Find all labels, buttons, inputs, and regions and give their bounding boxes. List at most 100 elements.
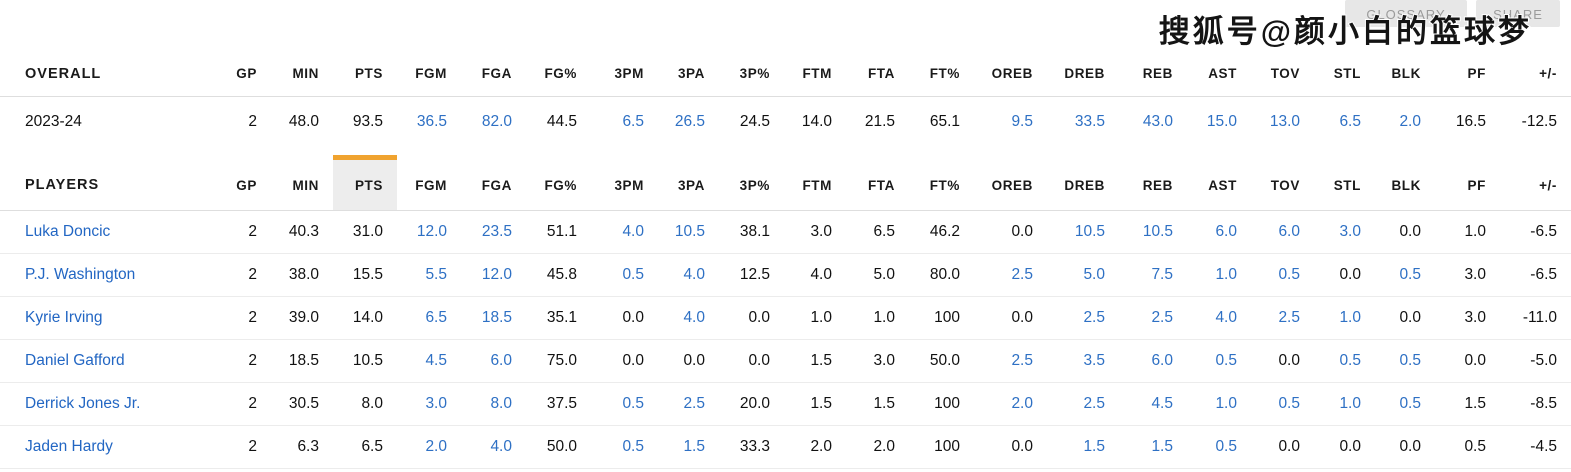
column-header-oreb[interactable]: OREB (974, 51, 1047, 97)
column-header-3pm[interactable]: 3PM (591, 155, 658, 211)
column-header-3pa[interactable]: 3PA (658, 155, 719, 211)
table-row: Jaden Hardy 2 6.3 6.5 2.0 4.0 50.0 0.5 1.5 33.3 2.… (0, 426, 1571, 469)
stat-cell-oreb: 0.0 (974, 426, 1047, 469)
stat-cell-tov: 13.0 (1269, 113, 1300, 130)
column-header-[interactable]: +/- (1500, 155, 1571, 211)
player-link[interactable]: P.J. Washington (25, 266, 136, 283)
player-link[interactable]: Derrick Jones Jr. (25, 395, 141, 412)
stat-cell-oreb: 2.5 (974, 254, 1047, 297)
column-header-fga[interactable]: FGA (461, 51, 526, 97)
column-header-[interactable]: +/- (1500, 51, 1571, 97)
column-header-gp[interactable]: GP (221, 155, 271, 211)
stat-cell-fg: 35.1 (526, 297, 591, 340)
player-link[interactable]: Daniel Gafford (25, 352, 125, 369)
column-header-fg[interactable]: FG% (526, 51, 591, 97)
stat-cell-fta: 2.0 (846, 426, 909, 469)
stat-cell-3pm: 0.5 (591, 383, 658, 426)
stat-cell-fgm: 12.0 (397, 211, 461, 254)
stat-cell-fgm: 6.5 (397, 297, 461, 340)
column-header-pts[interactable]: PTS (333, 155, 397, 211)
stat-cell-dreb: 1.5 (1047, 426, 1119, 469)
column-header-3p[interactable]: 3P% (719, 51, 784, 97)
column-header-ft[interactable]: FT% (909, 51, 974, 97)
column-header-pf[interactable]: PF (1435, 155, 1500, 211)
stat-cell-dreb: 2.5 (1047, 297, 1119, 340)
column-header-stl[interactable]: STL (1314, 51, 1375, 97)
stat-cell-ft: 100 (909, 383, 974, 426)
column-header-tov[interactable]: TOV (1251, 51, 1314, 97)
column-header-ast[interactable]: AST (1187, 51, 1251, 97)
column-header-ftm[interactable]: FTM (784, 155, 846, 211)
column-header-min[interactable]: MIN (271, 51, 333, 97)
table-row: Derrick Jones Jr. 2 30.5 8.0 3.0 8.0 37.5 0.5 2.… (0, 383, 1571, 426)
column-header-fta[interactable]: FTA (846, 51, 909, 97)
stat-cell-3p: 0.0 (719, 340, 784, 383)
stat-cell-reb: 10.5 (1119, 211, 1187, 254)
column-header-ft[interactable]: FT% (909, 155, 974, 211)
column-header-oreb[interactable]: OREB (974, 155, 1047, 211)
stat-cell-3pm: 0.5 (591, 254, 658, 297)
column-header-fga[interactable]: FGA (461, 155, 526, 211)
stat-cell-3pa: 10.5 (658, 211, 719, 254)
stat-cell-pf: 16.5 (1455, 113, 1486, 130)
player-name-cell: Kyrie Irving (0, 297, 221, 340)
column-header-pts[interactable]: PTS (333, 51, 397, 97)
stat-cell-ft: 46.2 (909, 211, 974, 254)
column-header-gp[interactable]: GP (221, 51, 271, 97)
column-header-blk[interactable]: BLK (1375, 51, 1435, 97)
player-link[interactable]: Kyrie Irving (25, 309, 103, 326)
player-link[interactable]: Jaden Hardy (25, 438, 113, 455)
season-label: 2023-24 (25, 113, 82, 130)
stat-cell-3p: 24.5 (739, 113, 770, 130)
column-header-min[interactable]: MIN (271, 155, 333, 211)
stat-cell-dreb: 33.5 (1074, 113, 1105, 130)
stat-cell-pf: 0.5 (1435, 426, 1500, 469)
column-header-blk[interactable]: BLK (1375, 155, 1435, 211)
stat-cell-: -12.5 (1521, 113, 1557, 130)
column-header-fg[interactable]: FG% (526, 155, 591, 211)
stat-cell-gp: 2 (248, 113, 257, 130)
stat-cell-pts: 15.5 (333, 254, 397, 297)
column-header-3p[interactable]: 3P% (719, 155, 784, 211)
column-header-fgm[interactable]: FGM (397, 155, 461, 211)
column-header-dreb[interactable]: DREB (1047, 155, 1119, 211)
stat-cell-fg: 37.5 (526, 383, 591, 426)
stat-cell-pf: 3.0 (1435, 297, 1500, 340)
glossary-button[interactable]: GLOSSARY (1345, 0, 1467, 27)
stat-cell-min: 48.0 (288, 113, 319, 130)
section-label-players: PLAYERS (0, 155, 221, 211)
column-header-stl[interactable]: STL (1314, 155, 1375, 211)
stat-cell-ft: 100 (909, 297, 974, 340)
column-header-dreb[interactable]: DREB (1047, 51, 1119, 97)
player-link[interactable]: Luka Doncic (25, 223, 111, 240)
stat-cell-tov: 2.5 (1251, 297, 1314, 340)
stat-cell-stl: 0.0 (1314, 254, 1375, 297)
column-header-3pa[interactable]: 3PA (658, 51, 719, 97)
stat-cell-3p: 20.0 (719, 383, 784, 426)
column-header-fta[interactable]: FTA (846, 155, 909, 211)
column-header-tov[interactable]: TOV (1251, 155, 1314, 211)
stat-cell-fga: 6.0 (461, 340, 526, 383)
stat-cell-pf: 1.0 (1435, 211, 1500, 254)
stat-cell-blk: 0.0 (1375, 297, 1435, 340)
stat-cell-tov: 0.5 (1251, 383, 1314, 426)
header-actions: GLOSSARY SHARE (1345, 0, 1560, 27)
stat-cell-3pm: 0.5 (591, 426, 658, 469)
stat-cell-pts: 6.5 (333, 426, 397, 469)
stat-cell-3pa: 4.0 (658, 297, 719, 340)
stat-cell-ftm: 2.0 (784, 426, 846, 469)
column-header-pf[interactable]: PF (1435, 51, 1500, 97)
table-row: Daniel Gafford 2 18.5 10.5 4.5 6.0 75.0 0.0 0.0 0… (0, 340, 1571, 383)
stat-cell-3p: 0.0 (719, 297, 784, 340)
share-button[interactable]: SHARE (1476, 0, 1560, 27)
column-header-reb[interactable]: REB (1119, 51, 1187, 97)
column-header-fgm[interactable]: FGM (397, 51, 461, 97)
column-header-ftm[interactable]: FTM (784, 51, 846, 97)
column-header-reb[interactable]: REB (1119, 155, 1187, 211)
stat-cell-min: 6.3 (271, 426, 333, 469)
stat-cell-3pa: 0.0 (658, 340, 719, 383)
column-header-ast[interactable]: AST (1187, 155, 1251, 211)
stat-cell-ftm: 1.0 (784, 297, 846, 340)
column-header-3pm[interactable]: 3PM (591, 51, 658, 97)
stat-cell-oreb: 2.0 (974, 383, 1047, 426)
